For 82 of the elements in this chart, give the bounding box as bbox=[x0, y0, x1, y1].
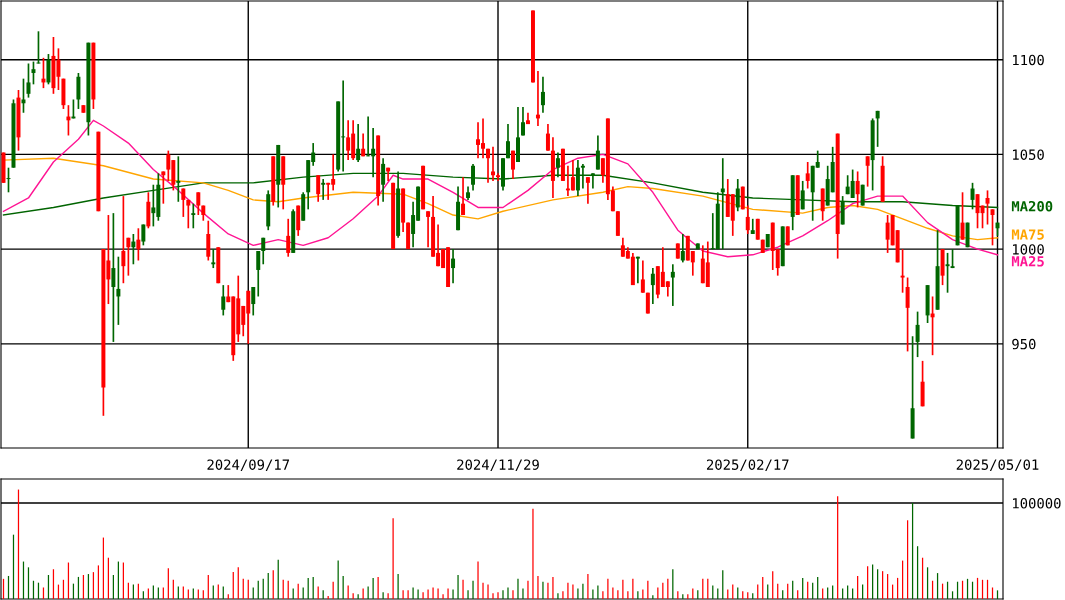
candlestick bbox=[491, 146, 496, 182]
candlestick bbox=[206, 219, 211, 262]
candlestick bbox=[46, 53, 51, 86]
candlestick bbox=[545, 123, 550, 152]
candlestick bbox=[915, 310, 920, 358]
candlestick bbox=[585, 176, 590, 205]
candlestick bbox=[520, 106, 525, 137]
candlestick bbox=[26, 62, 31, 99]
candlestick bbox=[116, 255, 121, 326]
candlestick bbox=[945, 252, 950, 294]
candlestick bbox=[251, 286, 256, 317]
y-tick-label: 1100 bbox=[1013, 54, 1044, 66]
candlestick bbox=[805, 161, 810, 190]
candlestick bbox=[570, 159, 575, 192]
candlestick bbox=[366, 115, 371, 158]
candlestick bbox=[326, 181, 331, 201]
candlestick bbox=[21, 77, 26, 114]
candlestick bbox=[321, 178, 326, 201]
candlestick bbox=[496, 172, 500, 182]
x-tick-label: 2025/02/17 bbox=[706, 459, 789, 472]
candlestick bbox=[256, 250, 261, 298]
series-label: MA75 bbox=[1011, 229, 1044, 240]
line-series bbox=[2, 157, 999, 241]
candlestick bbox=[875, 110, 880, 148]
x-tick-label: 2024/11/29 bbox=[457, 459, 539, 472]
y-tick-label: 1000 bbox=[1013, 244, 1044, 255]
candlestick bbox=[316, 174, 321, 203]
candlestick bbox=[356, 123, 361, 163]
candlestick bbox=[745, 204, 750, 235]
series-label: MA25 bbox=[1011, 256, 1044, 267]
candlestick bbox=[191, 202, 196, 230]
candlestick bbox=[905, 276, 910, 353]
candlestick bbox=[181, 187, 186, 218]
candlestick bbox=[635, 255, 640, 285]
candlestick bbox=[595, 134, 600, 171]
candlestick bbox=[540, 75, 545, 114]
candlestick bbox=[855, 170, 860, 209]
candlestick bbox=[31, 60, 36, 86]
y-tick-label: 1050 bbox=[1013, 149, 1044, 160]
candlestick bbox=[121, 195, 126, 285]
series-label: MA200 bbox=[1011, 200, 1053, 212]
candlestick bbox=[800, 180, 805, 211]
candlestick bbox=[640, 259, 645, 294]
candlestick bbox=[141, 223, 146, 247]
candlestick bbox=[865, 155, 870, 188]
y-tick-label: 100000 bbox=[1013, 498, 1061, 509]
candlestick bbox=[970, 181, 975, 211]
candlestick bbox=[111, 212, 116, 343]
candlestick bbox=[76, 72, 81, 110]
candlestick bbox=[850, 168, 855, 199]
candlestick bbox=[221, 284, 226, 317]
candlestick bbox=[451, 248, 456, 285]
candlestick bbox=[680, 233, 685, 264]
candlestick bbox=[735, 178, 740, 213]
candlestick bbox=[161, 170, 166, 205]
candlestick bbox=[186, 199, 191, 230]
y-tick-label: 950 bbox=[1012, 338, 1036, 350]
candlestick bbox=[820, 187, 825, 222]
candlestick bbox=[286, 217, 291, 258]
candlestick bbox=[36, 30, 41, 65]
candlestick bbox=[486, 147, 491, 184]
candlestick bbox=[126, 236, 131, 277]
candlestick bbox=[346, 119, 351, 161]
candlestick bbox=[985, 189, 990, 226]
candlestick bbox=[461, 176, 466, 216]
candlestick bbox=[670, 263, 675, 307]
candlestick bbox=[426, 210, 431, 249]
x-tick-label: 2024/09/17 bbox=[207, 459, 290, 472]
candlestick bbox=[166, 149, 171, 182]
candlestick bbox=[136, 227, 141, 262]
candlestick bbox=[196, 191, 201, 216]
candlestick bbox=[211, 248, 216, 269]
candlestick bbox=[650, 267, 655, 305]
candlestick bbox=[960, 191, 965, 241]
candlestick bbox=[900, 248, 905, 294]
candlestick bbox=[506, 123, 510, 160]
candlestick bbox=[990, 208, 995, 247]
candlestick bbox=[6, 166, 11, 194]
candlestick bbox=[476, 121, 481, 160]
x-tick-label: 2025/05/01 bbox=[956, 459, 1039, 472]
candlestick bbox=[510, 149, 515, 180]
candlestick bbox=[261, 236, 266, 266]
